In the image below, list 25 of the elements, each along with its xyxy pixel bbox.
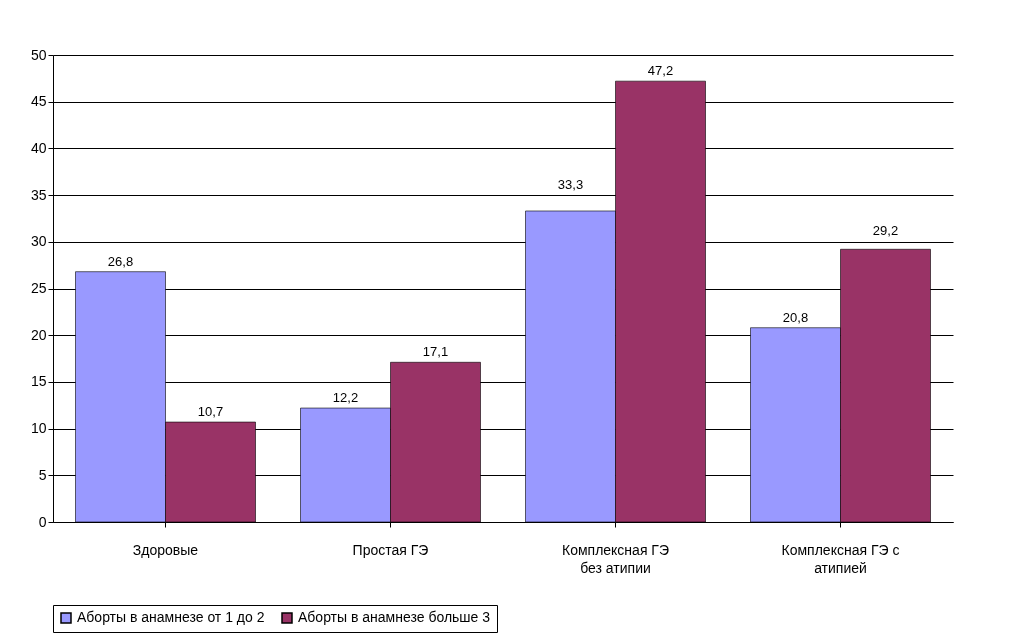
x-tick-label: Здоровые: [132, 541, 199, 558]
data-label: 10,7: [197, 404, 224, 420]
y-tick-label: 50: [30, 46, 47, 63]
y-tick-label: 35: [30, 186, 47, 203]
legend-label: Аборты в анамнезе больше 3: [298, 609, 491, 625]
y-tick-label: 30: [30, 233, 47, 250]
y-tick-label: 5: [38, 466, 47, 483]
x-tick-label: Комплексная ГЭ с атипией: [781, 541, 900, 576]
data-label: 26,8: [107, 253, 134, 269]
data-label: 29,2: [872, 223, 899, 239]
y-tick-label: 45: [30, 93, 47, 110]
x-tick-label: Простая ГЭ: [352, 541, 429, 558]
y-tick-label: 40: [30, 139, 47, 156]
y-tick-label: 15: [30, 373, 47, 390]
x-tick-label: Комплексная ГЭ без атипии: [561, 541, 670, 576]
data-label: 20,8: [782, 309, 809, 325]
y-tick-label: 25: [30, 280, 47, 296]
data-label: 47,2: [647, 63, 674, 79]
y-tick-label: 10: [30, 420, 47, 437]
y-tick-label: 20: [30, 326, 47, 343]
data-label: 33,3: [557, 176, 584, 192]
data-label: 17,1: [422, 344, 449, 360]
legend-label: Аборты в анамнезе от 1 до 2: [77, 609, 265, 625]
y-tick-label: 0: [38, 513, 47, 530]
data-label: 12,2: [332, 390, 359, 406]
